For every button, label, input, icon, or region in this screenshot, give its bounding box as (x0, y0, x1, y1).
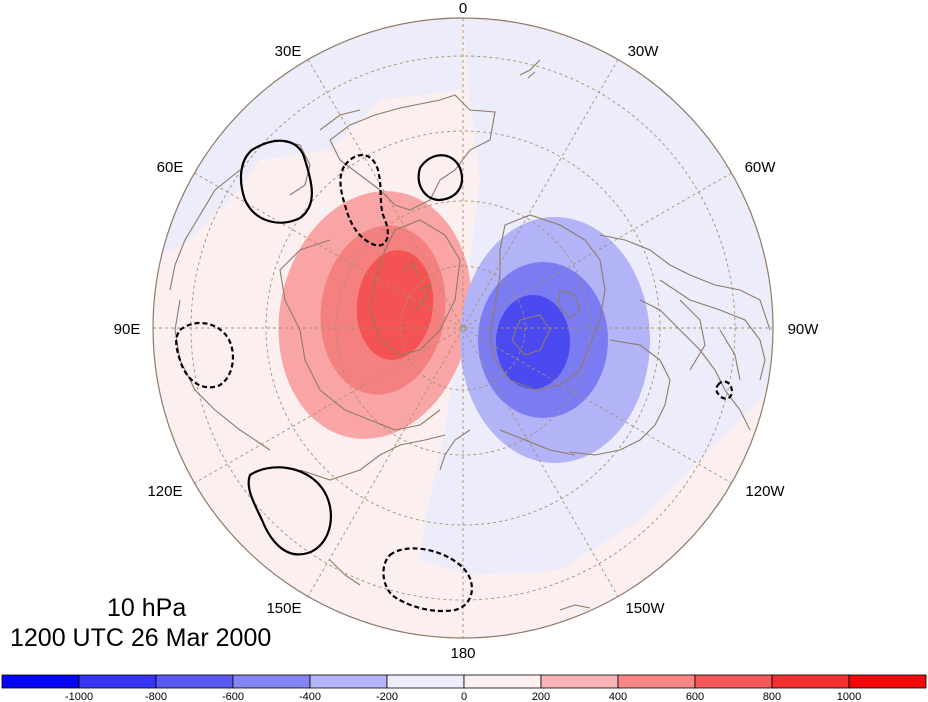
colorbar-swatch (617, 674, 696, 689)
colorbar-label: -200 (376, 691, 398, 702)
longitude-labels: 0 30W 60W 90W 120W 150W 180 150E 120E 90… (114, 0, 820, 662)
colorbar-swatch (463, 674, 542, 689)
colorbar-swatch (309, 674, 388, 689)
lon-label-180: 180 (450, 645, 475, 662)
graticule (153, 18, 773, 638)
colorbar-label: 1000 (837, 691, 861, 702)
lon-label-90e: 90E (114, 321, 141, 338)
colorbar-swatch (78, 674, 157, 689)
colorbar-swatch (386, 674, 465, 689)
lon-label-150w: 150W (625, 600, 665, 617)
anomaly-field (153, 18, 773, 575)
colorbar: -1000 -800 -600 -400 -200 0 200 400 600 800 1000 (1, 674, 927, 702)
negative-strong-region (496, 295, 570, 389)
map-border (152, 17, 774, 639)
colorbar-label: -800 (145, 691, 167, 702)
lon-label-120e: 120E (147, 483, 182, 500)
colorbar-swatch (848, 674, 927, 689)
lon-label-150e: 150E (266, 600, 301, 617)
colorbar-label: 0 (461, 691, 467, 702)
colorbar-swatch (540, 674, 619, 689)
colorbar-swatch (232, 674, 311, 689)
lon-label-60e: 60E (157, 159, 184, 176)
coastlines (169, 59, 771, 611)
lon-label-60w: 60W (745, 159, 777, 176)
colorbar-label: 800 (763, 691, 781, 702)
colorbar-swatch (1, 674, 80, 689)
lon-label-120w: 120W (745, 483, 785, 500)
colorbar-swatch (694, 674, 773, 689)
datetime-title: 1200 UTC 26 Mar 2000 (10, 624, 272, 652)
contours-negative (175, 154, 734, 612)
colorbar-swatch (155, 674, 234, 689)
pressure-level-title: 10 hPa (107, 594, 187, 622)
colorbar-swatch (771, 674, 850, 689)
colorbar-label: 400 (609, 691, 627, 702)
lon-label-0: 0 (459, 0, 467, 17)
contours-positive (239, 139, 464, 556)
lon-label-30e: 30E (275, 43, 302, 60)
colorbar-label: -400 (299, 691, 321, 702)
lon-label-30w: 30W (628, 43, 660, 60)
colorbar-label: -600 (222, 691, 244, 702)
lon-label-90w: 90W (788, 321, 820, 338)
colorbar-label: 600 (686, 691, 704, 702)
colorbar-label: -1000 (65, 691, 93, 702)
colorbar-label: 200 (532, 691, 550, 702)
